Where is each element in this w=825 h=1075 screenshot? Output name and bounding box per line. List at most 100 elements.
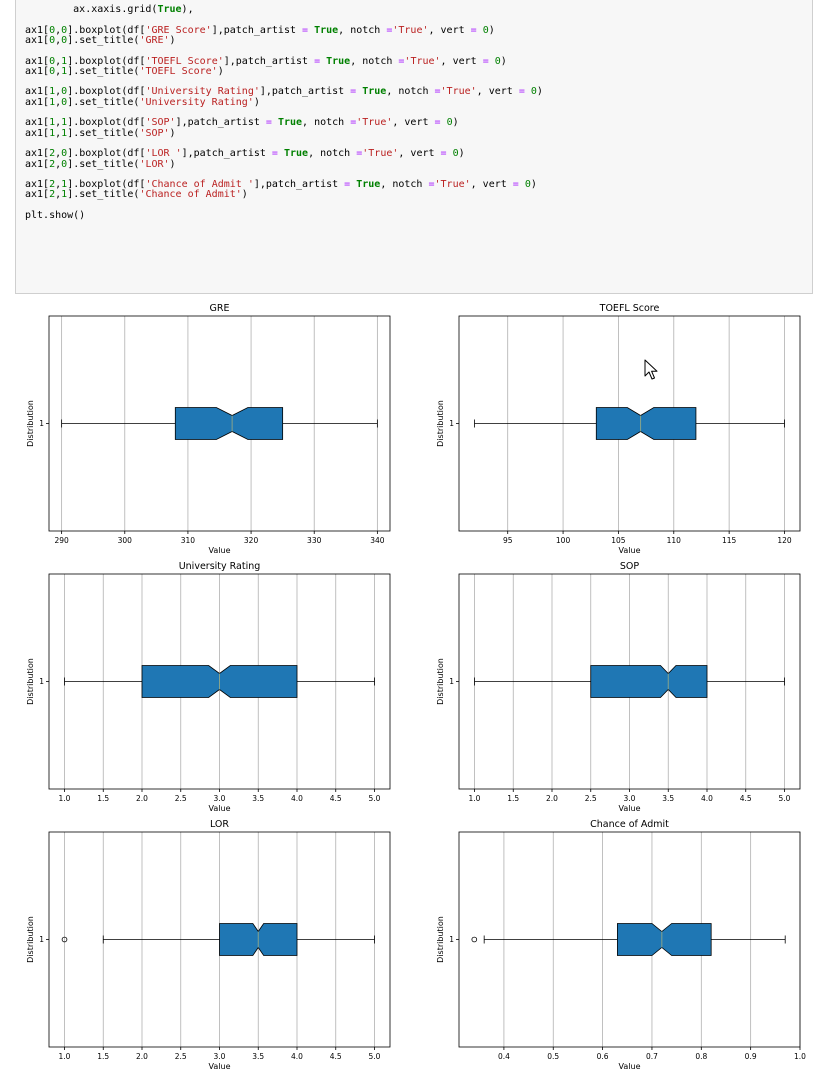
code-token: , bbox=[55, 96, 62, 108]
notched-box bbox=[174, 407, 284, 440]
x-tick-label: 1.0 bbox=[59, 1052, 71, 1061]
code-token: , bbox=[55, 158, 62, 170]
code-token: = bbox=[428, 179, 435, 191]
code-line: ax1[1,0].set_title('University Rating') bbox=[25, 97, 260, 109]
code-token: ) bbox=[169, 158, 176, 170]
code-token: True bbox=[314, 24, 339, 36]
code-line: plt.show() bbox=[25, 210, 85, 222]
code-line: ax1[1,1].boxplot(df['SOP'],patch_artist … bbox=[25, 117, 459, 129]
x-tick-label: 105 bbox=[611, 536, 626, 545]
code-token: True bbox=[362, 86, 387, 98]
subplot-6: 0.4 0.5 0.6 0.7 0.8 0.9 1.0 1 Chance of Admit Val… bbox=[436, 819, 806, 1071]
code-token: ].boxplot(df[ bbox=[67, 148, 146, 160]
code-token: 'GRE' bbox=[139, 34, 170, 46]
code-token: ].set_title( bbox=[67, 127, 140, 139]
outlier-point bbox=[471, 936, 478, 943]
code-token: , notch bbox=[386, 86, 435, 98]
code-token: , bbox=[55, 117, 62, 129]
code-line: ax.xaxis.grid(True), bbox=[25, 4, 193, 16]
mouse-cursor-icon bbox=[644, 359, 658, 380]
code-token: True bbox=[157, 4, 182, 15]
x-tick-label: 3.5 bbox=[252, 794, 264, 803]
code-token: , bbox=[55, 24, 62, 36]
subplot-5: 1.0 1.5 2.0 2.5 3.0 3.5 4.0 4.5 5.0 1 LOR Value Dist… bbox=[26, 819, 391, 1071]
code-line: ax1[2,0].boxplot(df['LOR '],patch_artist… bbox=[25, 148, 465, 160]
y-axis-label: Distribution bbox=[436, 400, 445, 447]
subplot-title: LOR bbox=[210, 819, 229, 830]
code-token: 1 bbox=[61, 179, 68, 191]
code-line: ax1[2,1].boxplot(df['Chance of Admit '],… bbox=[25, 179, 537, 191]
code-token: True bbox=[356, 179, 381, 191]
code-token: , bbox=[55, 148, 62, 160]
code-token: ].set_title( bbox=[67, 65, 140, 77]
code-token: , bbox=[55, 179, 62, 191]
code-token: ax1[ bbox=[25, 127, 50, 139]
code-token: 0 bbox=[49, 24, 56, 36]
y-axis-label: Distribution bbox=[26, 916, 35, 963]
y-axis-label: Distribution bbox=[26, 400, 35, 447]
x-tick-label: 4.5 bbox=[330, 1052, 342, 1061]
code-token: ) bbox=[169, 127, 176, 139]
code-token: 0 bbox=[61, 96, 68, 108]
x-tick-label: 120 bbox=[777, 536, 792, 545]
code-token: 0 bbox=[61, 148, 68, 160]
code-token: 0 bbox=[452, 148, 459, 160]
code-token: 0 bbox=[494, 55, 501, 67]
code-token: 'True' bbox=[404, 55, 441, 67]
code-token: True bbox=[283, 148, 309, 160]
code-line: ax1[2,1].set_title('Chance of Admit') bbox=[25, 189, 248, 201]
code-token: , bbox=[55, 86, 62, 98]
y-tick-label: 1 bbox=[449, 677, 454, 686]
code-token: ],patch_artist bbox=[259, 86, 351, 98]
code-token: 1 bbox=[61, 55, 68, 67]
code-token: = bbox=[265, 117, 272, 129]
code-token: ax1[ bbox=[25, 189, 50, 201]
x-tick-label: 340 bbox=[370, 536, 385, 545]
x-tick-label: 1.5 bbox=[97, 794, 109, 803]
code-token: 'True' bbox=[362, 148, 399, 160]
code-token: , vert bbox=[392, 117, 435, 129]
code-token: 0 bbox=[49, 55, 56, 67]
code-token: ].set_title( bbox=[67, 96, 140, 108]
code-token: , vert bbox=[476, 86, 519, 98]
x-tick-label: 5.0 bbox=[369, 1052, 381, 1061]
code-token: 0 bbox=[482, 24, 489, 36]
x-tick-label: 330 bbox=[307, 536, 322, 545]
code-token: ) bbox=[530, 179, 537, 191]
figure-canvas: 290 300 310 320 330 3401GREValueDistribution9… bbox=[26, 303, 806, 1071]
x-tick-label: 1.5 bbox=[97, 1052, 109, 1061]
code-token: True bbox=[326, 55, 351, 67]
code-token: = bbox=[271, 148, 278, 160]
x-tick-label: 2.5 bbox=[175, 1052, 187, 1061]
code-token: ],patch_artist bbox=[211, 24, 303, 36]
code-token: 2 bbox=[49, 158, 56, 170]
x-tick-label: 0.8 bbox=[695, 1052, 707, 1061]
code-token: ],patch_artist bbox=[181, 148, 272, 160]
code-token: 0 bbox=[61, 24, 68, 36]
x-tick-label: 300 bbox=[118, 536, 133, 545]
code-token: 2 bbox=[49, 148, 56, 160]
code-token: = bbox=[314, 55, 321, 67]
x-axis-label: Value bbox=[209, 1062, 231, 1071]
code-token: 'GRE Score' bbox=[145, 24, 212, 36]
code-cell[interactable]: ax.xaxis.grid(True), ax1[0,0].boxplot(df[… bbox=[15, 0, 813, 294]
subplot-2: 95 100 105 110 115 120 1 TOEFL Score Value Distri… bbox=[436, 303, 801, 555]
code-token: = bbox=[434, 117, 441, 129]
x-tick-label: 3.0 bbox=[624, 794, 636, 803]
code-token: ax1[ bbox=[25, 55, 50, 67]
notched-box bbox=[617, 923, 712, 956]
code-token: , notch bbox=[302, 117, 351, 129]
code-token: ax.xaxis.grid( bbox=[25, 4, 158, 15]
code-token: ].boxplot(df[ bbox=[67, 55, 146, 67]
x-tick-label: 3.5 bbox=[252, 1052, 264, 1061]
code-token: 1 bbox=[61, 189, 68, 201]
notched-box bbox=[595, 407, 697, 440]
code-token: ].boxplot(df[ bbox=[67, 86, 146, 98]
code-token: ) bbox=[452, 117, 459, 129]
code-token: = bbox=[356, 148, 363, 160]
x-tick-label: 0.6 bbox=[597, 1052, 609, 1061]
x-tick-label: 1.0 bbox=[469, 794, 481, 803]
code-token: = bbox=[350, 117, 357, 129]
code-token: = bbox=[398, 55, 405, 67]
y-tick-label: 1 bbox=[39, 677, 44, 686]
